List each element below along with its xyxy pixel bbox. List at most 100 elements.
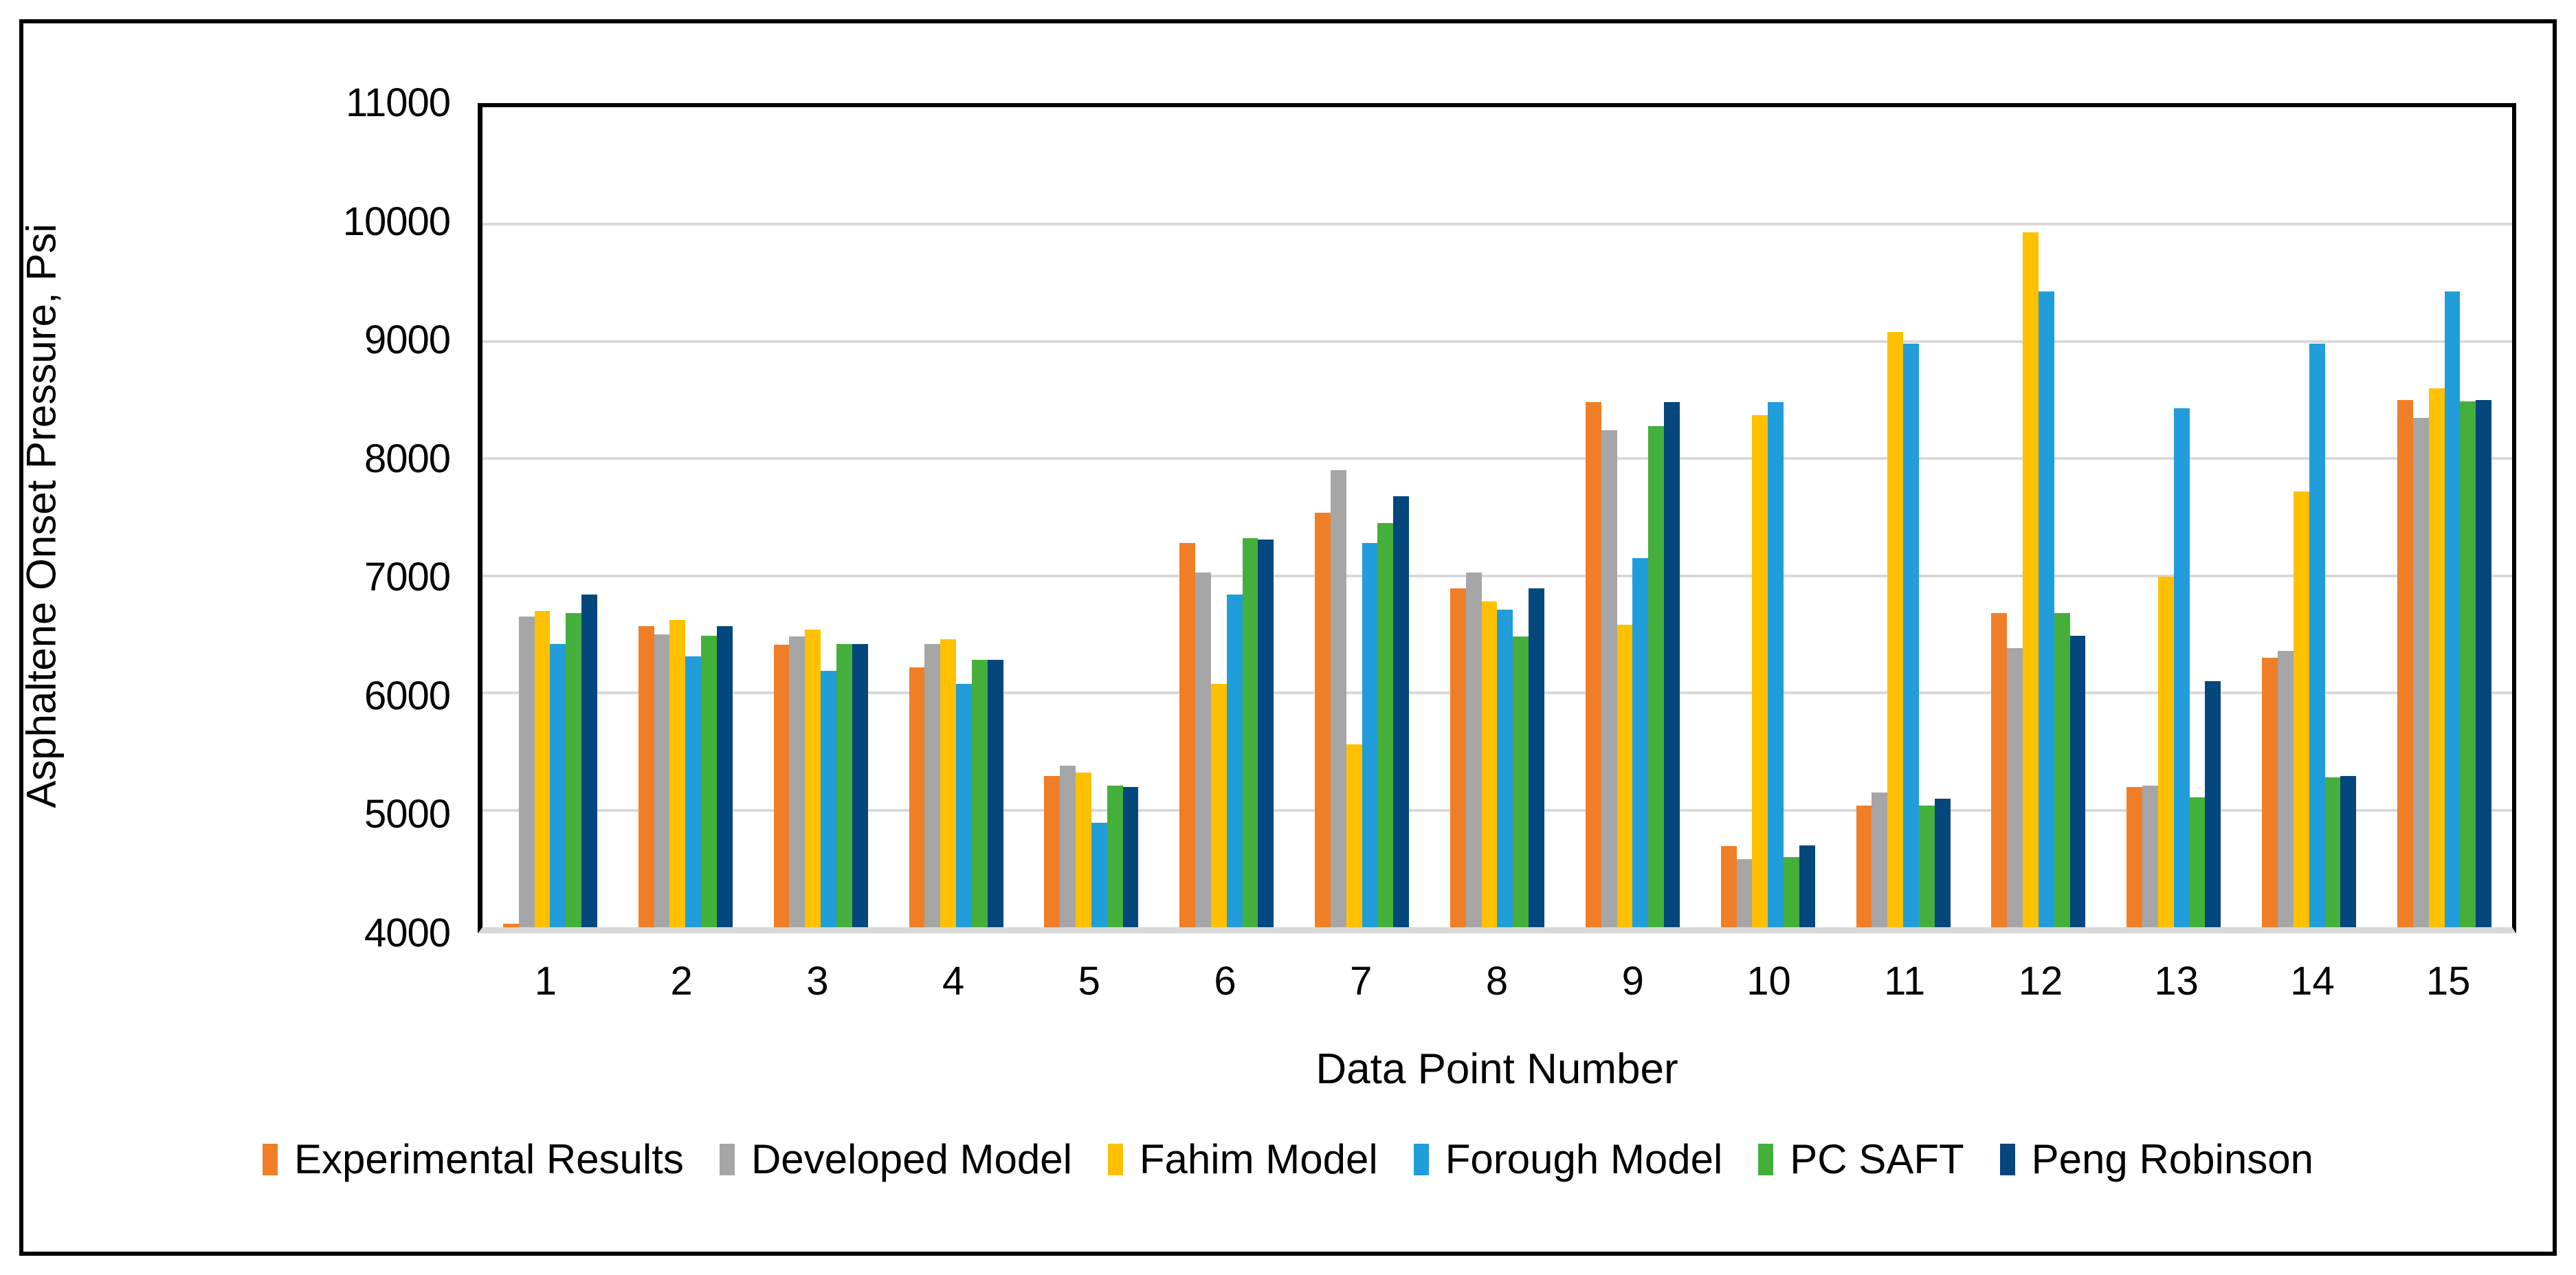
bar-peng-robinson-9 [1664,402,1680,927]
bar-forough-model-8 [1497,610,1513,927]
bar-experimental-results-7 [1315,512,1331,927]
bar-fahim-model-8 [1481,601,1498,927]
bar-group-12 [1971,107,2107,927]
bar-pc-saft-7 [1377,523,1394,927]
legend-item-forough-model: Forough Model [1413,1135,1723,1183]
bar-pc-saft-14 [2324,777,2341,927]
bar-forough-model-10 [1768,402,1784,927]
bar-group-14 [2241,107,2377,927]
bar-experimental-results-10 [1720,846,1737,927]
legend-item-peng-robinson: Peng Robinson [1999,1135,2313,1183]
bar-peng-robinson-7 [1393,496,1410,927]
legend-item-experimental-results: Experimental Results [263,1135,684,1183]
bar-forough-model-2 [685,656,702,927]
bar-group-3 [753,107,889,927]
x-tick-label-2: 2 [670,959,693,1004]
bar-experimental-results-6 [1179,543,1196,927]
bar-experimental-results-8 [1450,588,1466,927]
bar-pc-saft-10 [1784,856,1799,927]
bar-pc-saft-1 [566,613,582,927]
x-tick-label-5: 5 [1078,959,1100,1004]
bar-forough-model-14 [2309,344,2325,927]
bar-forough-model-13 [2173,408,2190,927]
bar-group-6 [1159,107,1294,927]
x-tick-label-3: 3 [806,959,829,1004]
bar-group-9 [1565,107,1700,927]
bar-pc-saft-3 [836,643,852,927]
legend-item-pc-saft: PC SAFT [1758,1135,1964,1183]
x-tick-label-10: 10 [1746,959,1791,1004]
bar-experimental-results-15 [2397,400,2413,927]
bar-forough-model-6 [1226,594,1243,927]
x-axis-title: Data Point Number [1315,1045,1678,1093]
bar-fahim-model-1 [534,610,551,927]
legend-label: Forough Model [1445,1136,1723,1182]
legend-swatch-icon [1999,1143,2015,1175]
bar-fahim-model-14 [2293,491,2309,927]
bar-experimental-results-3 [773,645,790,927]
bar-peng-robinson-2 [716,626,733,927]
y-tick-label-11000: 11000 [346,80,451,125]
bar-fahim-model-13 [2157,577,2174,927]
gridline-7000 [482,574,2512,577]
bar-group-15 [2377,107,2512,927]
gridline-9000 [482,340,2512,343]
bar-peng-robinson-11 [1934,798,1951,927]
legend-swatch-icon [1758,1143,1774,1175]
y-tick-label-6000: 6000 [364,673,451,718]
y-tick-label-4000: 4000 [364,911,451,955]
bar-experimental-results-11 [1856,805,1872,927]
bar-experimental-results-1 [502,924,519,927]
bar-developed-model-6 [1195,572,1211,927]
bar-pc-saft-13 [2189,797,2206,927]
y-tick-label-10000: 10000 [342,199,451,244]
bar-pc-saft-9 [1648,425,1664,927]
y-tick-label-5000: 5000 [364,792,451,837]
bar-fahim-model-9 [1617,625,1633,927]
bar-experimental-results-12 [1991,613,2008,927]
bar-developed-model-1 [518,617,535,927]
y-axis-title-text: Asphaltene Onset Pressure, Psi [18,223,65,808]
bar-fahim-model-5 [1076,773,1091,927]
legend-swatch-icon [263,1143,278,1175]
x-tick-label-14: 14 [2290,959,2335,1004]
bar-developed-model-12 [2007,648,2023,927]
legend-swatch-icon [719,1143,735,1175]
x-tick-label-9: 9 [1621,959,1644,1004]
bar-group-7 [1294,107,1430,927]
bar-pc-saft-4 [971,660,988,927]
bar-fahim-model-12 [2023,232,2039,927]
bar-developed-model-13 [2142,785,2158,927]
bar-group-5 [1023,107,1159,927]
bar-fahim-model-2 [669,620,686,927]
bar-developed-model-7 [1330,470,1346,927]
bar-pc-saft-12 [2054,613,2070,927]
bar-peng-robinson-4 [987,660,1003,927]
x-tick-label-12: 12 [2018,959,2063,1004]
bar-pc-saft-6 [1242,538,1258,927]
bar-fahim-model-4 [940,639,957,927]
bar-fahim-model-6 [1210,683,1227,927]
bar-fahim-model-10 [1752,415,1768,927]
x-tick-label-11: 11 [1884,959,1926,1004]
bar-experimental-results-14 [2262,658,2278,927]
bar-forough-model-5 [1091,823,1107,927]
bar-developed-model-9 [1601,430,1617,927]
figure-border [19,19,2557,1256]
legend-label: Developed Model [751,1136,1072,1182]
bar-group-2 [618,107,753,927]
y-tick-label-9000: 9000 [364,318,451,363]
legend: Experimental Results Developed Model Fahim… [21,1135,2555,1183]
bar-group-10 [1700,107,1836,927]
bar-forough-model-15 [2444,291,2461,927]
bar-developed-model-15 [2412,417,2429,927]
legend-swatch-icon [1413,1143,1429,1175]
bar-experimental-results-2 [638,626,654,927]
legend-item-fahim-model: Fahim Model [1107,1135,1378,1183]
bar-developed-model-10 [1736,859,1753,927]
bar-peng-robinson-5 [1122,786,1139,927]
bar-peng-robinson-12 [2069,635,2086,927]
bar-developed-model-3 [789,636,806,927]
plot-area [478,103,2516,933]
